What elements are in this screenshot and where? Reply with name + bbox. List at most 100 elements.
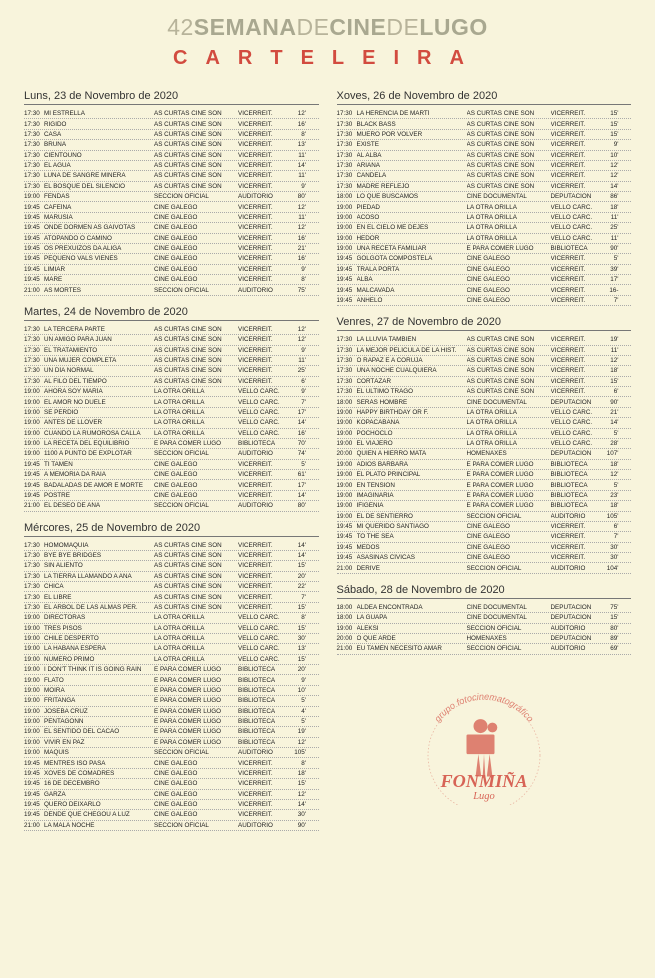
cell-title: MOIRA bbox=[44, 687, 154, 694]
cell-section: AS CURTAS CINE SON bbox=[467, 110, 551, 117]
cell-venue: VICERREIT. bbox=[551, 367, 601, 374]
cell-time: 17:30 bbox=[24, 183, 44, 190]
cell-title: EL BOSQUE DEL SILENCIO bbox=[44, 183, 154, 190]
cell-time: 19:00 bbox=[24, 193, 44, 200]
cell-venue: VICERREIT. bbox=[238, 183, 288, 190]
cell-time: 19:45 bbox=[24, 770, 44, 777]
cell-title: 1100 A PUNTO DE EXPLOTAR bbox=[44, 450, 154, 457]
schedule-row: 19:00VIVIR EN PAZE PARA COMER LUGOBIBLIO… bbox=[24, 738, 319, 748]
schedule-row: 19:00PENTAGONNE PARA COMER LUGOBIBLIOTEC… bbox=[24, 717, 319, 727]
cell-section: CINE GALEGO bbox=[154, 204, 238, 211]
cell-section: CINE DOCUMENTAL bbox=[467, 614, 551, 621]
schedule-row: 19:00IFIGENIAE PARA COMER LUGOBIBLIOTECA… bbox=[337, 501, 632, 511]
cell-section: CINE GALEGO bbox=[154, 214, 238, 221]
cell-time: 19:00 bbox=[337, 430, 357, 437]
cell-time: 19:00 bbox=[337, 471, 357, 478]
cell-venue: VELLO CÁRC. bbox=[551, 430, 601, 437]
cell-title: KOPACABANA bbox=[357, 419, 467, 426]
schedule-row: 19:45ONDE DORMEN AS GAIVOTASCINE GALEGOV… bbox=[24, 223, 319, 233]
cell-time: 18:00 bbox=[337, 399, 357, 406]
cell-title: POCHOCLO bbox=[357, 430, 467, 437]
cell-time: 17:30 bbox=[24, 326, 44, 333]
cell-venue: BIBLIOTECA bbox=[238, 728, 288, 735]
cell-section: CINE GALEGO bbox=[154, 811, 238, 818]
schedule-row: 19:00FRITANGAE PARA COMER LUGOBIBLIOTECA… bbox=[24, 696, 319, 706]
cell-duration: 9' bbox=[288, 677, 306, 684]
cell-time: 17:30 bbox=[24, 583, 44, 590]
schedule-row: 19:00ADIÓS BÁRBARAE PARA COMER LUGOBIBLI… bbox=[337, 460, 632, 470]
schedule-row: 17:30O RAPAZ E A CORUJAAS CURTAS CINE SO… bbox=[337, 356, 632, 366]
cell-section: E PARA COMER LUGO bbox=[467, 461, 551, 468]
svg-text:grupo fotocinematográfico: grupo fotocinematográfico bbox=[432, 691, 535, 723]
cell-title: MEDOS bbox=[357, 544, 467, 551]
cell-duration: 22' bbox=[288, 583, 306, 590]
cell-title: ANHELO bbox=[357, 297, 467, 304]
schedule-row: 19:00EL AMOR NO DUELELA OTRA ORILLAVELLO… bbox=[24, 397, 319, 407]
cell-time: 19:00 bbox=[337, 235, 357, 242]
cell-duration: 15' bbox=[288, 604, 306, 611]
cell-title: NÚMERO PRIMO bbox=[44, 656, 154, 663]
cell-time: 17:30 bbox=[24, 336, 44, 343]
cell-venue: AUDITORIO bbox=[238, 287, 288, 294]
cell-time: 17:30 bbox=[337, 121, 357, 128]
cell-duration: 6' bbox=[601, 523, 619, 530]
cell-section: AS CURTAS CINE SON bbox=[467, 378, 551, 385]
cell-time: 18:00 bbox=[337, 193, 357, 200]
cell-section: CINE GALEGO bbox=[154, 245, 238, 252]
cell-venue: DEPUTACIÓN bbox=[551, 450, 601, 457]
cell-venue: VICERREIT. bbox=[238, 336, 288, 343]
cell-duration: 90' bbox=[601, 399, 619, 406]
schedule-row: 17:30EL TRATAMIENTOAS CURTAS CINE SONVIC… bbox=[24, 346, 319, 356]
schedule-row: 19:00FENDASSECCIÓN OFICIALAUDITORIO80' bbox=[24, 192, 319, 202]
cell-section: LA OTRA ORILLA bbox=[154, 409, 238, 416]
cell-duration: 9' bbox=[288, 266, 306, 273]
cell-venue: BIBLIOTECA bbox=[551, 471, 601, 478]
cell-section: AS CURTAS CINE SON bbox=[154, 552, 238, 559]
schedule-row: 17:30CORTÁZARAS CURTAS CINE SONVICERREIT… bbox=[337, 377, 632, 387]
cell-section: AS CURTAS CINE SON bbox=[467, 367, 551, 374]
cell-title: CUANDO LA RUMOROSA CALLA bbox=[44, 430, 154, 437]
schedule-row: 19:45MI QUERIDO SANTIAGOCINE GALEGOVICER… bbox=[337, 522, 632, 532]
cell-venue: VELLO CÁRC. bbox=[238, 614, 288, 621]
cell-section: E PARA COMER LUGO bbox=[154, 739, 238, 746]
cell-title: CIENTOUNO bbox=[44, 152, 154, 159]
cell-section: E PARA COMER LUGO bbox=[467, 482, 551, 489]
cell-venue: VICERREIT. bbox=[238, 471, 288, 478]
cell-venue: BIBLIOTECA bbox=[238, 739, 288, 746]
cell-title: LA HERENCIA DE MARTÍ bbox=[357, 110, 467, 117]
cell-time: 17:30 bbox=[24, 573, 44, 580]
cell-venue: BIBLIOTECA bbox=[551, 502, 601, 509]
cell-time: 17:30 bbox=[337, 172, 357, 179]
cell-title: BRUNA bbox=[44, 141, 154, 148]
cell-time: 19:45 bbox=[337, 533, 357, 540]
schedule-row: 17:30SIN ALIENTOAS CURTAS CINE SONVICERR… bbox=[24, 561, 319, 571]
schedule-row: 19:00ACOSOLA OTRA ORILLAVELLO CÁRC.11' bbox=[337, 213, 632, 223]
cell-duration: 12' bbox=[288, 204, 306, 211]
cell-title: LA RECETA DEL EQUILIBRIO bbox=[44, 440, 154, 447]
cell-duration: 20' bbox=[288, 573, 306, 580]
cell-time: 17:30 bbox=[337, 131, 357, 138]
schedule-row: 19:00POCHOCLOLA OTRA ORILLAVELLO CÁRC.5' bbox=[337, 429, 632, 439]
cell-time: 19:00 bbox=[24, 708, 44, 715]
cell-duration: 11' bbox=[601, 347, 619, 354]
cell-duration: 8' bbox=[288, 131, 306, 138]
cell-title: BYE BYE BRIDGES bbox=[44, 552, 154, 559]
cell-duration: 14' bbox=[288, 542, 306, 549]
cell-title: I DON'T THINK IT IS GOING RAIN bbox=[44, 666, 154, 673]
cell-venue: VICERREIT. bbox=[238, 255, 288, 262]
cell-time: 19:00 bbox=[24, 399, 44, 406]
cell-duration: 5' bbox=[288, 697, 306, 704]
cell-venue: VICERREIT. bbox=[238, 172, 288, 179]
cell-section: E PARA COMER LUGO bbox=[154, 440, 238, 447]
cell-section: E PARA COMER LUGO bbox=[154, 666, 238, 673]
schedule-row: 17:30EL ÁRBOL DE LAS ALMAS PER.AS CURTAS… bbox=[24, 603, 319, 613]
cell-time: 17:30 bbox=[337, 347, 357, 354]
cell-section: CINE GALEGO bbox=[467, 297, 551, 304]
title-w5: LUGO bbox=[419, 14, 487, 40]
cell-title: O QUE ARDE bbox=[357, 635, 467, 642]
cell-venue: VICERREIT. bbox=[238, 110, 288, 117]
cell-venue: VICERREIT. bbox=[238, 367, 288, 374]
cell-time: 19:45 bbox=[337, 287, 357, 294]
cell-time: 17:30 bbox=[337, 141, 357, 148]
cell-venue: VICERREIT. bbox=[238, 482, 288, 489]
